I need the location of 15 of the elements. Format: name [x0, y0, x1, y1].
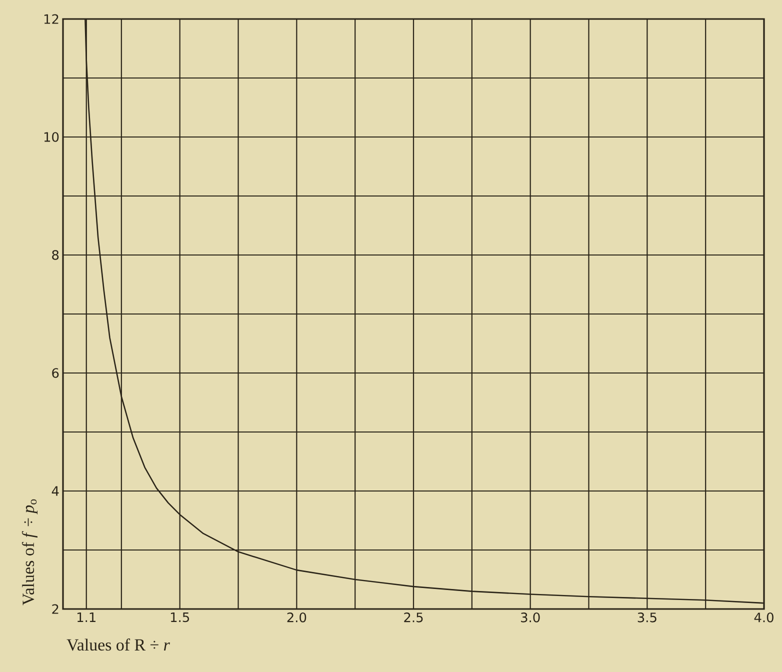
- x-tick-label: 3.0: [521, 612, 540, 622]
- y-tick-label: 4: [52, 486, 59, 496]
- x-tick-label: 1.1: [77, 612, 96, 622]
- x-tick-label: 2.5: [404, 612, 423, 622]
- y-tick-label: 12: [44, 14, 58, 24]
- y-axis-title: Values of f ÷ p$_{o}$: [22, 499, 38, 606]
- x-tick-label: 2.0: [287, 612, 306, 622]
- y-tick-label: 6: [52, 368, 59, 378]
- y-tick-label: 8: [52, 250, 59, 260]
- x-tick-label: 1.5: [170, 612, 189, 622]
- y-tick-label: 10: [44, 132, 59, 142]
- x-axis-title: Values of R ÷ r: [66, 638, 170, 651]
- x-tick-label: 3.5: [638, 612, 656, 622]
- x-tick-label: 4.0: [754, 612, 774, 622]
- y-tick-label: 2: [52, 604, 58, 614]
